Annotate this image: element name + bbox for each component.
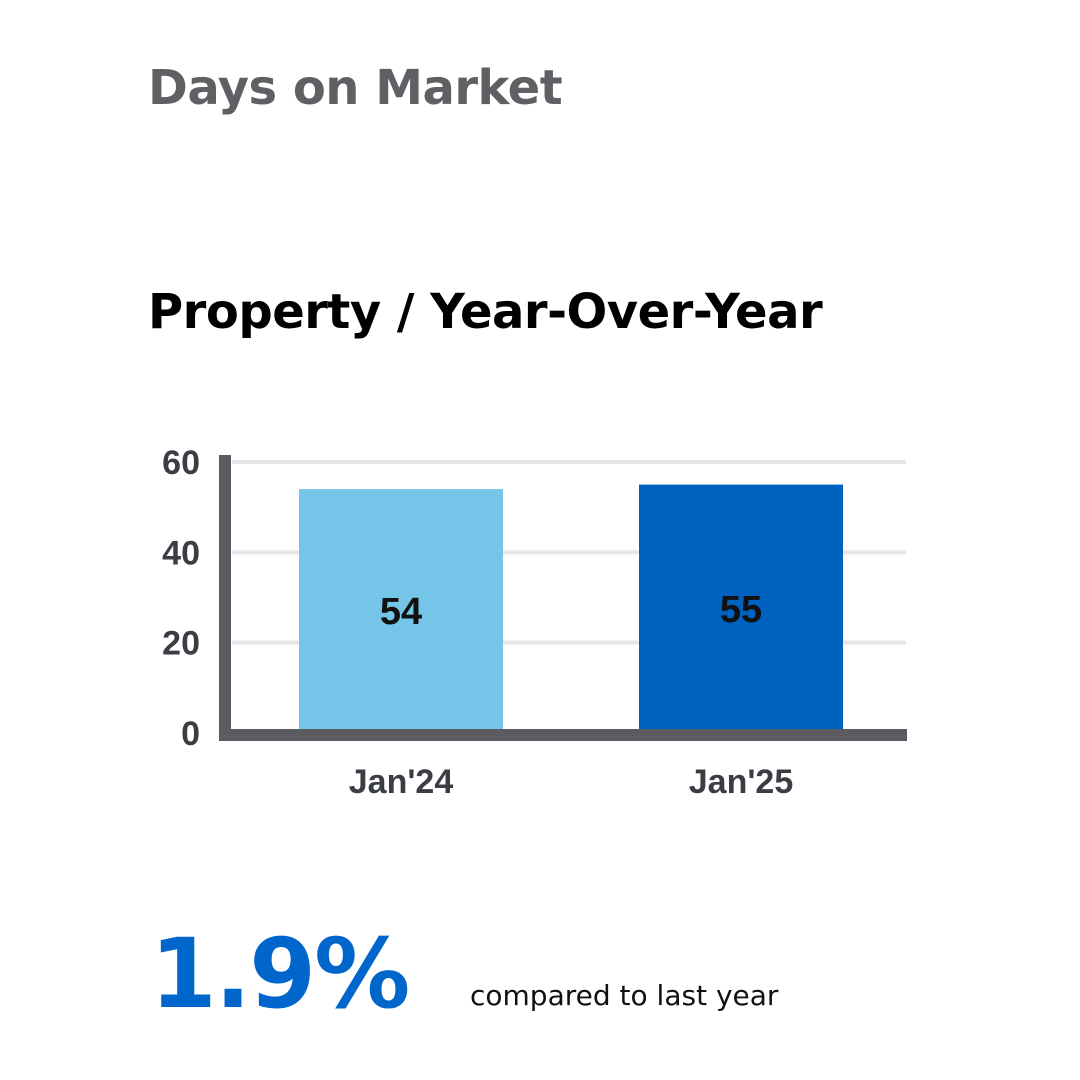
y-tick-label: 40 [162,534,200,572]
bar [299,489,503,733]
bar-value-label: 55 [720,589,762,631]
y-axis-line [219,455,231,741]
y-tick-label: 20 [162,625,200,663]
yoy-change-caption: compared to last year [470,979,779,1012]
x-axis-line [219,729,907,741]
chart-title: Property / Year-Over-Year [148,284,823,340]
yoy-change-percent: 1.9% [150,918,410,1030]
bar-value-label: 54 [380,591,422,633]
y-tick-label: 0 [181,715,200,753]
y-tick-label: 60 [162,444,200,482]
section-title: Days on Market [148,60,563,116]
bar [639,484,843,733]
x-category-label: Jan'25 [689,763,794,801]
x-category-label: Jan'24 [349,763,454,801]
